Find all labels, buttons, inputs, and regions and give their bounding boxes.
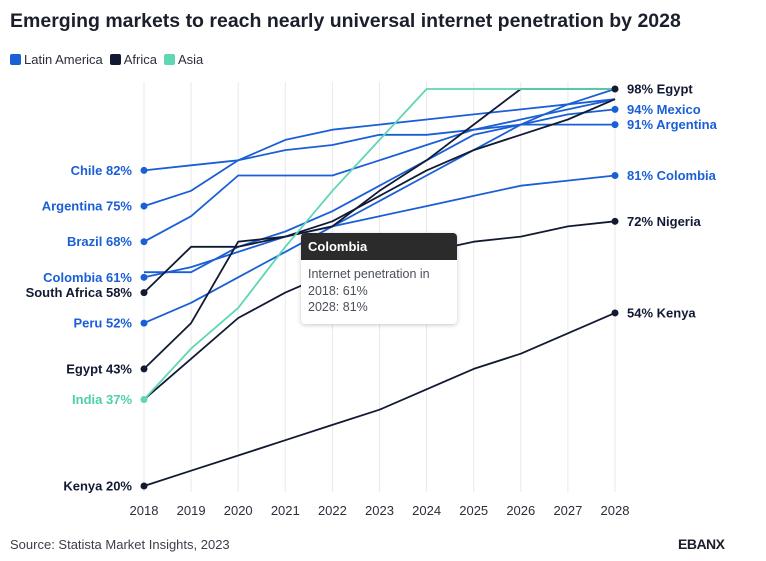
start-label-chile-82: Chile 82% [71,163,133,178]
start-marker-colombia-61 [140,273,148,281]
start-marker-brazil-68 [140,238,148,246]
tooltip-line-2028: 2028: 81% [308,300,368,314]
tooltip-line-2018: 2018: 61% [308,283,368,298]
end-label-54-kenya: 54% Kenya [627,305,696,320]
legend-item-africa[interactable]: Africa [109,52,157,67]
legend-swatch-africa [109,54,121,65]
tooltip-title: Colombia [301,233,457,260]
series-line-peru [143,88,616,324]
series-line-mexico [144,108,616,274]
end-label-81-colombia: 81% Colombia [627,168,717,183]
x-tick-2027: 2027 [553,503,582,518]
series-line-south-africa [143,98,616,294]
x-tick-2026: 2026 [506,503,535,518]
start-label-india-37: India 37% [72,392,132,407]
series-line-brazil [143,98,616,243]
start-marker-argentina-75 [140,202,148,210]
start-marker-south-africa-58 [140,289,148,297]
legend: Latin America Africa Asia [10,52,203,67]
x-tick-2022: 2022 [318,503,347,518]
start-marker-peru-52 [140,319,148,327]
x-tick-2028: 2028 [601,503,630,518]
start-marker-chile-82 [140,166,148,174]
start-label-egypt-43: Egypt 43% [66,361,132,376]
chart-title: Emerging markets to reach nearly univers… [10,10,681,32]
end-marker-98-egypt [611,85,619,93]
start-label-peru-52: Peru 52% [73,316,132,331]
end-label-91-argentina: 91% Argentina [627,117,718,132]
x-tick-2024: 2024 [412,503,441,518]
legend-label-asia: Asia [178,52,204,67]
ebanx-logo: EBANX [678,536,725,552]
start-label-south-africa-58: South Africa 58% [26,285,133,300]
series-line-india [143,88,615,401]
x-tick-2019: 2019 [177,503,206,518]
x-tick-2021: 2021 [271,503,300,518]
end-marker-94-mexico [611,105,619,113]
end-label-98-egypt: 98% Egypt [627,82,693,97]
legend-item-asia[interactable]: Asia [164,52,203,67]
tooltip: Colombia Internet penetration in 2018: 6… [301,233,457,324]
tooltip-heading: Internet penetration in [308,267,430,281]
end-marker-91-argentina [611,121,619,129]
legend-item-latin-america[interactable]: Latin America [10,52,103,67]
start-label-brazil-68: Brazil 68% [67,234,132,249]
x-tick-2025: 2025 [459,503,488,518]
end-marker-81-colombia [611,172,619,180]
x-tick-2023: 2023 [365,503,394,518]
x-tick-2020: 2020 [224,503,253,518]
legend-label-latin-america: Latin America [24,52,103,67]
series-line-kenya [143,312,616,487]
source-note: Source: Statista Market Insights, 2023 [10,537,230,552]
legend-label-africa: Africa [123,52,157,67]
series-line-chile [143,98,616,172]
end-label-94-mexico: 94% Mexico [627,102,701,117]
start-marker-kenya-20 [140,482,148,490]
series-line-argentina [143,123,615,207]
start-label-argentina-75: Argentina 75% [42,199,133,214]
end-label-72-nigeria: 72% Nigeria [627,214,701,229]
x-tick-2018: 2018 [130,503,159,518]
series-line-colombia [143,174,616,279]
legend-swatch-asia [164,54,175,65]
start-marker-egypt-43 [140,365,148,373]
start-marker-india-37 [140,395,148,403]
start-label-kenya-20: Kenya 20% [63,479,132,494]
end-marker-72-nigeria [611,217,619,225]
start-label-colombia-61: Colombia 61% [43,270,132,285]
end-marker-54-kenya [611,309,619,317]
legend-swatch-latin-america [10,54,21,65]
